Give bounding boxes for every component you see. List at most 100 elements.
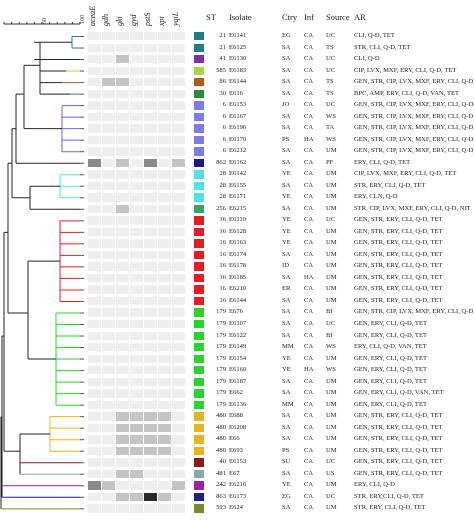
- allele-cell: [88, 458, 101, 467]
- allele-cell: [144, 89, 157, 98]
- infection-type: CA: [304, 285, 314, 293]
- allele-cell: [172, 377, 185, 386]
- allele-cell: [88, 204, 101, 214]
- allele-cell: [116, 458, 129, 467]
- allele-cell: [116, 193, 129, 202]
- allele-cell: [116, 66, 129, 75]
- infection-type: CA: [304, 481, 314, 489]
- allele-cell: [144, 262, 157, 271]
- st-color-swatch: [194, 412, 204, 421]
- allele-cell: [158, 308, 171, 317]
- source-code: UC: [326, 492, 336, 500]
- allele-cell: [158, 204, 171, 214]
- allele-cell: [144, 320, 157, 329]
- allele-cell: [158, 32, 171, 41]
- source-code: UM: [326, 181, 337, 189]
- isolate-id: E6142: [229, 170, 247, 178]
- st-value: 30: [219, 89, 226, 97]
- table-row: 862 E6162 SA CA PF ERY, CLI, Q-D, TET: [0, 158, 474, 168]
- table-row: 593 E624 SA CA UM STR, ERY, CLI, Q-D, TET: [0, 503, 474, 513]
- allele-cell: [116, 227, 129, 237]
- st-value: 585: [216, 66, 226, 74]
- st-color-swatch: [194, 124, 204, 133]
- allele-cell: [158, 331, 171, 340]
- allele-cell: [116, 343, 129, 352]
- country-code: PS: [282, 446, 290, 454]
- allele-cell: [116, 250, 129, 260]
- allele-cell: [88, 446, 101, 456]
- allele-cell: [88, 147, 101, 156]
- source-code: UM: [326, 435, 337, 443]
- infection-type: CA: [304, 66, 314, 74]
- isolate-id: E6212: [229, 147, 247, 155]
- st-value: 28: [219, 170, 226, 178]
- st-color-swatch: [194, 389, 204, 398]
- allele-cell: [116, 492, 129, 502]
- st-value: 41: [219, 55, 226, 63]
- table-row: 16 E6174 SA CA UM GEN, STR, ERY, CLI, Q-D, TE…: [0, 250, 474, 260]
- header-gene-7: yqiL: [171, 11, 180, 26]
- allele-cell: [116, 181, 129, 191]
- ar-profile: GEN, STR, CIP, LVX, MXF, ERY, CLI, Q-D, …: [354, 112, 474, 120]
- allele-cell: [130, 423, 143, 433]
- country-code: SA: [282, 124, 291, 132]
- allele-cell: [130, 66, 143, 75]
- source-code: BI: [326, 308, 333, 316]
- st-color-swatch: [194, 89, 204, 98]
- allele-cell: [88, 285, 101, 294]
- allele-cell: [102, 135, 115, 145]
- st-color-swatch: [194, 193, 204, 202]
- isolate-id: E6128: [229, 227, 247, 235]
- allele-cell: [116, 273, 129, 283]
- table-row: 6 E6212 SA CA UM GEN, STR, CIP, LVX, MXF, ERY…: [0, 146, 474, 156]
- ar-profile: GEN, ERY, CLI, Q-D, VAN, TET: [354, 389, 444, 397]
- st-value: 480: [216, 412, 226, 420]
- allele-cell: [158, 377, 171, 386]
- source-code: TS: [326, 89, 334, 97]
- allele-cell: [144, 458, 157, 467]
- source-code: TS: [326, 78, 334, 86]
- allele-cell: [102, 158, 115, 168]
- st-value: 179: [216, 331, 226, 339]
- allele-cell: [172, 78, 185, 87]
- country-code: SA: [282, 158, 291, 166]
- allele-cell: [102, 423, 115, 433]
- allele-cell: [116, 423, 129, 433]
- infection-type: CA: [304, 181, 314, 189]
- infection-type: CA: [304, 124, 314, 132]
- country-code: SA: [282, 43, 291, 51]
- st-color-swatch: [194, 158, 204, 168]
- st-value: 16: [219, 227, 226, 235]
- allele-cell: [88, 423, 101, 433]
- allele-cell: [116, 389, 129, 398]
- isolate-id: E6141: [229, 32, 247, 39]
- source-code: UM: [326, 193, 337, 201]
- isolate-id: E693: [229, 446, 243, 454]
- allele-cell: [144, 366, 157, 375]
- infection-type: HA: [304, 366, 314, 374]
- country-code: SA: [282, 296, 291, 304]
- ar-profile: GEN, STR, ERY, CLI, Q-D, TET: [354, 446, 443, 454]
- allele-cell: [130, 366, 143, 375]
- allele-cell: [102, 170, 115, 179]
- table-row: 28 E6171 YE CA UM ERY, CLN, Q-D: [0, 192, 474, 202]
- allele-cell: [116, 308, 129, 317]
- isolate-id: E6144: [229, 296, 247, 304]
- table-row: 6 E6153 JO CA UC GEN, STR, CIP, LVX, MXF, ERY…: [0, 100, 474, 110]
- country-code: YE: [282, 366, 291, 374]
- infection-type: CA: [304, 446, 314, 454]
- table-row: 16 E6110 YE CA UC GEN, STR, ERY, CLI, Q-D, TE…: [0, 215, 474, 225]
- infection-type: CA: [304, 239, 314, 247]
- isolate-id: E66: [229, 435, 240, 443]
- st-color-swatch: [194, 112, 204, 122]
- st-color-swatch: [194, 204, 204, 214]
- table-row: 179 E6136 MM CA UM GEN, ERY, CLI, Q-D, TET: [0, 400, 474, 410]
- allele-cell: [172, 170, 185, 179]
- source-code: UM: [326, 354, 337, 362]
- allele-cell: [88, 216, 101, 225]
- table-row: 16 E6144 SA CA UM GEN, STR, ERY, CLI, Q-D, TE…: [0, 296, 474, 306]
- allele-cell: [130, 320, 143, 329]
- infection-type: CA: [304, 320, 314, 327]
- st-color-swatch: [194, 66, 204, 75]
- allele-cell: [116, 89, 129, 98]
